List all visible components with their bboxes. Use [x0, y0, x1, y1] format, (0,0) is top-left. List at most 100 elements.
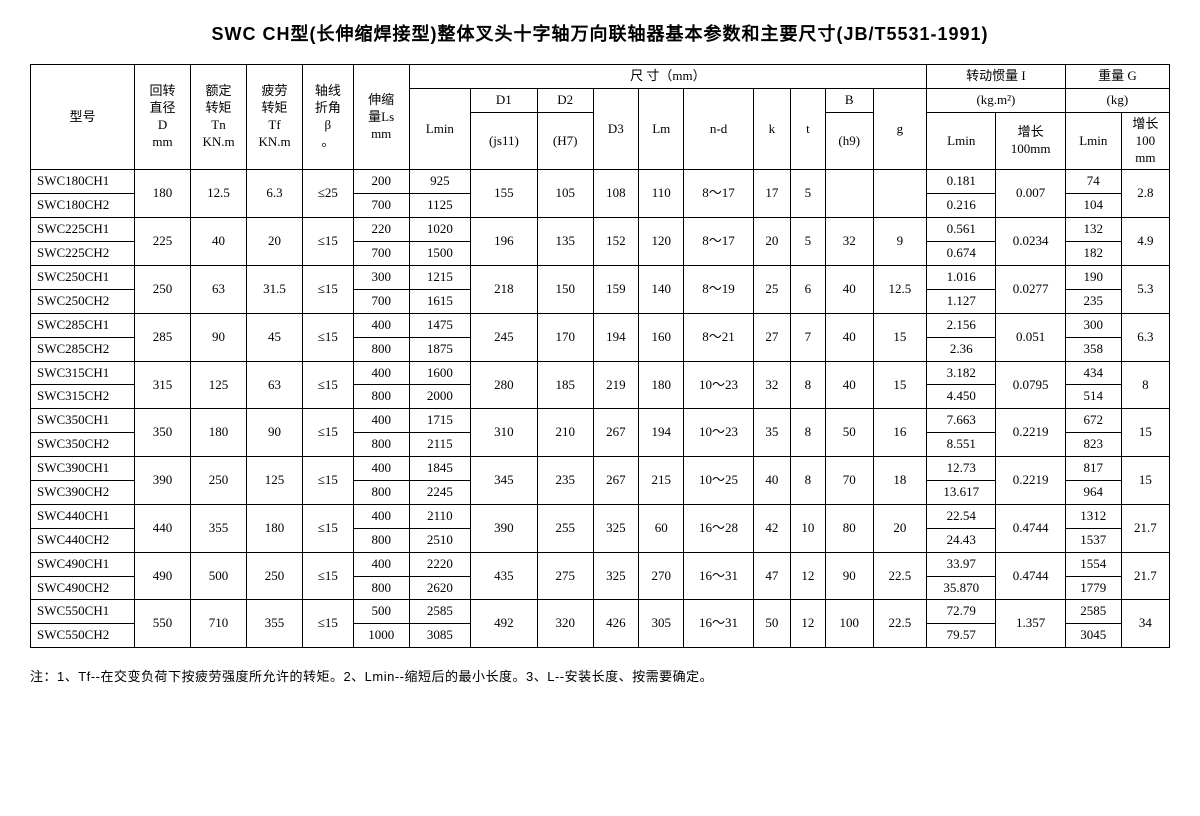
cell-b: 40 — [825, 313, 873, 361]
cell-g100: 8 — [1121, 361, 1169, 409]
hdr-nd: n-d — [684, 88, 753, 170]
cell-g: 22.5 — [873, 552, 926, 600]
cell-tf: 125 — [247, 457, 303, 505]
cell-model: SWC180CH1 — [31, 170, 135, 194]
cell-tf: 180 — [247, 504, 303, 552]
cell-tf: 90 — [247, 409, 303, 457]
cell-model: SWC550CH1 — [31, 600, 135, 624]
cell-model: SWC350CH2 — [31, 433, 135, 457]
cell-d: 350 — [135, 409, 191, 457]
cell-d1: 196 — [471, 218, 538, 266]
cell-model: SWC390CH2 — [31, 481, 135, 505]
cell-i100: 0.007 — [996, 170, 1065, 218]
cell-tf: 31.5 — [247, 266, 303, 314]
cell-ilmin: 24.43 — [927, 528, 996, 552]
cell-t: 8 — [791, 361, 826, 409]
cell-nd: 16～31 — [684, 600, 753, 648]
cell-lmin: 2620 — [409, 576, 470, 600]
cell-glmin: 358 — [1065, 337, 1121, 361]
cell-lmin: 2220 — [409, 552, 470, 576]
cell-b: 80 — [825, 504, 873, 552]
cell-t: 8 — [791, 409, 826, 457]
cell-glmin: 964 — [1065, 481, 1121, 505]
cell-d1: 155 — [471, 170, 538, 218]
hdr-ls: 伸缩量Lsmm — [353, 65, 409, 170]
cell-model: SWC315CH2 — [31, 385, 135, 409]
table-row: SWC225CH12254020≤1522010201961351521208～… — [31, 218, 1170, 242]
cell-ilmin: 13.617 — [927, 481, 996, 505]
cell-d: 550 — [135, 600, 191, 648]
cell-b: 40 — [825, 361, 873, 409]
cell-i100: 0.2219 — [996, 457, 1065, 505]
cell-model: SWC250CH2 — [31, 289, 135, 313]
cell-g: 20 — [873, 504, 926, 552]
table-row: SWC550CH1550710355≤155002585492320426305… — [31, 600, 1170, 624]
cell-ls: 220 — [353, 218, 409, 242]
cell-model: SWC315CH1 — [31, 361, 135, 385]
cell-ilmin: 35.870 — [927, 576, 996, 600]
cell-model: SWC350CH1 — [31, 409, 135, 433]
cell-lmin: 2245 — [409, 481, 470, 505]
cell-t: 10 — [791, 504, 826, 552]
cell-b: 32 — [825, 218, 873, 266]
hdr-d2: D2 — [537, 88, 593, 112]
hdr-lm: Lm — [639, 88, 684, 170]
hdr-i100: 增长100mm — [996, 112, 1065, 170]
cell-ilmin: 0.216 — [927, 194, 996, 218]
cell-glmin: 190 — [1065, 266, 1121, 290]
cell-t: 6 — [791, 266, 826, 314]
cell-k: 35 — [753, 409, 790, 457]
cell-i100: 0.051 — [996, 313, 1065, 361]
cell-model: SWC225CH2 — [31, 242, 135, 266]
cell-ilmin: 79.57 — [927, 624, 996, 648]
cell-tn: 250 — [191, 457, 247, 505]
cell-lm: 160 — [639, 313, 684, 361]
cell-ilmin: 0.561 — [927, 218, 996, 242]
cell-d3: 194 — [593, 313, 638, 361]
cell-nd: 16～31 — [684, 552, 753, 600]
cell-lmin: 1500 — [409, 242, 470, 266]
cell-d2: 210 — [537, 409, 593, 457]
cell-lmin: 2115 — [409, 433, 470, 457]
cell-d1: 435 — [471, 552, 538, 600]
cell-glmin: 74 — [1065, 170, 1121, 194]
cell-d3: 267 — [593, 409, 638, 457]
cell-nd: 8～21 — [684, 313, 753, 361]
cell-glmin: 434 — [1065, 361, 1121, 385]
cell-lmin: 2000 — [409, 385, 470, 409]
cell-nd: 8～17 — [684, 218, 753, 266]
cell-k: 32 — [753, 361, 790, 409]
cell-lm: 180 — [639, 361, 684, 409]
cell-beta: ≤15 — [303, 504, 354, 552]
cell-ls: 700 — [353, 289, 409, 313]
cell-b: 100 — [825, 600, 873, 648]
cell-i100: 0.2219 — [996, 409, 1065, 457]
cell-ls: 400 — [353, 552, 409, 576]
cell-model: SWC285CH2 — [31, 337, 135, 361]
cell-d2: 275 — [537, 552, 593, 600]
cell-model: SWC440CH1 — [31, 504, 135, 528]
cell-ls: 1000 — [353, 624, 409, 648]
cell-glmin: 514 — [1065, 385, 1121, 409]
cell-ls: 400 — [353, 409, 409, 433]
hdr-k: k — [753, 88, 790, 170]
cell-ilmin: 3.182 — [927, 361, 996, 385]
table-row: SWC350CH135018090≤1540017153102102671941… — [31, 409, 1170, 433]
cell-beta: ≤15 — [303, 218, 354, 266]
cell-tf: 63 — [247, 361, 303, 409]
cell-ls: 200 — [353, 170, 409, 194]
cell-beta: ≤15 — [303, 266, 354, 314]
page-title: SWC CH型(长伸缩焊接型)整体叉头十字轴万向联轴器基本参数和主要尺寸(JB/… — [30, 20, 1170, 46]
cell-ls: 800 — [353, 385, 409, 409]
cell-glmin: 182 — [1065, 242, 1121, 266]
hdr-i: 转动惯量 I — [927, 65, 1066, 89]
cell-lm: 120 — [639, 218, 684, 266]
cell-d1: 390 — [471, 504, 538, 552]
cell-ls: 400 — [353, 361, 409, 385]
cell-i100: 0.4744 — [996, 504, 1065, 552]
cell-ls: 400 — [353, 313, 409, 337]
hdr-d1sub: (js11) — [471, 112, 538, 170]
cell-model: SWC490CH2 — [31, 576, 135, 600]
cell-lmin: 2510 — [409, 528, 470, 552]
cell-t: 5 — [791, 218, 826, 266]
